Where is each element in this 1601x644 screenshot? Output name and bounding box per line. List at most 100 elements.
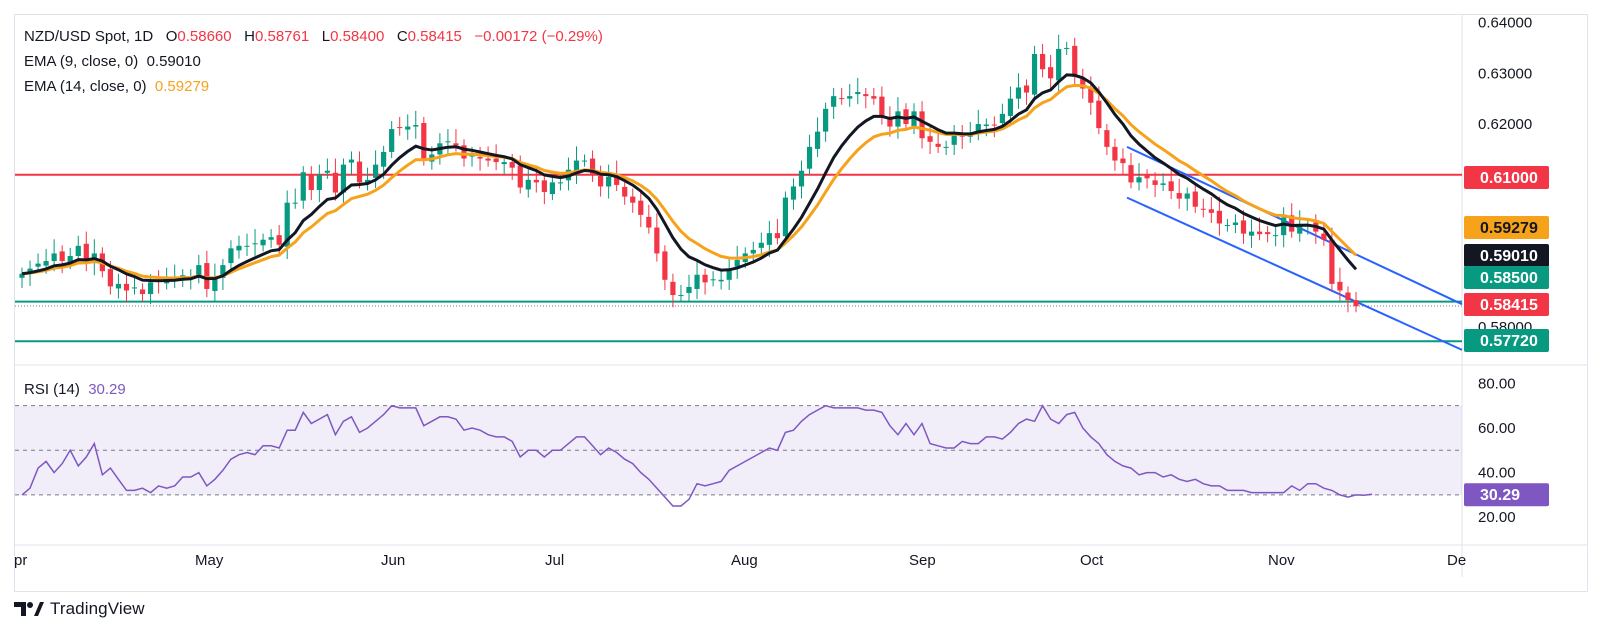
candle-body <box>1023 85 1030 93</box>
candle-body <box>1265 232 1271 235</box>
candle-body <box>814 131 821 149</box>
rsi-legend[interactable]: RSI (14) 30.29 <box>24 381 126 398</box>
time-axis-label: May <box>195 552 224 569</box>
badge-support-2-bg <box>1464 329 1549 352</box>
candle-body <box>324 170 330 173</box>
candle-body <box>734 260 740 267</box>
high-label: H <box>244 28 255 45</box>
badge-ema9-bg <box>1464 244 1549 267</box>
candle-body <box>268 237 274 240</box>
candle-body <box>1104 130 1110 147</box>
candle-body <box>935 143 941 147</box>
candle-body <box>887 118 893 127</box>
candle-body <box>1224 225 1231 227</box>
rsi-label: RSI (14) <box>24 381 80 398</box>
candle-body <box>541 180 547 193</box>
candle-body <box>750 249 756 254</box>
price-tick-label: 0.62000 <box>1478 116 1532 133</box>
candle-body <box>654 227 660 254</box>
candle-body <box>1256 231 1263 235</box>
candle-body <box>1289 215 1295 232</box>
candle-body <box>782 197 789 237</box>
close-value: 0.58415 <box>407 28 462 45</box>
time-axis-label: Jul <box>545 552 564 569</box>
candle-body <box>372 164 379 178</box>
candle-body <box>533 179 539 183</box>
badge-last-price: 0.58415 <box>1480 297 1538 314</box>
candle-body <box>405 126 411 130</box>
time-axis-label: Oct <box>1080 552 1104 569</box>
close-label: C <box>396 28 408 45</box>
candle-body <box>51 253 57 262</box>
candle-body <box>1031 54 1038 95</box>
candle-body <box>59 251 65 262</box>
candle-body <box>1281 217 1287 236</box>
candle-body <box>1152 180 1158 185</box>
candle-body <box>573 160 580 172</box>
candle-body <box>75 245 81 256</box>
candle-body <box>927 136 933 142</box>
candle-body <box>1337 281 1343 291</box>
time-axis-label: pr <box>14 552 27 569</box>
open-label: O <box>165 28 178 45</box>
candle-body <box>943 146 949 148</box>
candle-body <box>630 196 636 203</box>
candle-body <box>678 295 684 297</box>
candle-body <box>1056 48 1062 81</box>
badge-resistance: 0.61000 <box>1480 170 1538 187</box>
candle-body <box>1015 87 1022 99</box>
candle-body <box>1184 193 1190 199</box>
symbol-label[interactable]: NZD/USD Spot, 1D <box>24 28 154 45</box>
candle-body <box>445 141 451 143</box>
candle-body <box>340 164 347 193</box>
ema9-legend[interactable]: EMA (9, close, 0) 0.59010 <box>24 53 201 70</box>
candle-body <box>774 233 780 239</box>
candle-body <box>356 161 363 183</box>
candle-body <box>236 245 242 251</box>
time-axis-label: Sep <box>909 552 936 569</box>
candle-body <box>790 186 797 200</box>
candle-body <box>598 175 604 187</box>
candle-body <box>863 94 869 97</box>
candle-body <box>43 261 49 266</box>
candle-body <box>758 242 764 248</box>
candle-body <box>670 281 676 296</box>
tradingview-logo[interactable]: TradingView <box>14 597 145 621</box>
candle-body <box>1200 208 1206 210</box>
candle-body <box>999 113 1006 124</box>
ema14-label: EMA (14, close, 0) <box>24 78 147 95</box>
candle-body <box>397 127 403 129</box>
candle-body <box>477 157 483 159</box>
ema14-legend[interactable]: EMA (14, close, 0) 0.59279 <box>24 78 209 95</box>
channel-lower-line <box>1126 196 1463 351</box>
candle-body <box>453 143 459 146</box>
candle-body <box>1329 239 1335 284</box>
candle-body <box>485 158 491 161</box>
candle-body <box>1144 175 1150 179</box>
candle-body <box>364 179 371 183</box>
candle-body <box>131 287 138 289</box>
candle-body <box>389 129 395 152</box>
badge-support-2: 0.57720 <box>1480 333 1538 350</box>
badge-ema9: 0.59010 <box>1480 248 1538 265</box>
candle-body <box>83 243 89 262</box>
candle-body <box>903 109 909 125</box>
candle-body <box>726 268 732 280</box>
candle-body <box>1240 220 1247 234</box>
tradingview-wordmark: TradingView <box>50 599 145 618</box>
chart-frame <box>14 14 1588 592</box>
candle-body <box>509 162 515 168</box>
candle-body <box>839 98 845 100</box>
candle-body <box>766 233 772 245</box>
candle-body <box>1048 67 1054 79</box>
badge-rsi-bg <box>1464 483 1549 507</box>
candle-body <box>461 145 467 159</box>
badge-rsi: 30.29 <box>1480 487 1520 504</box>
low-label: L <box>321 28 331 45</box>
candle-body <box>718 279 724 282</box>
time-axis-label: De <box>1447 552 1466 569</box>
time-axis-label: Nov <box>1268 552 1295 569</box>
ohlc-legend: NZD/USD Spot, 1D O0.58660 H0.58761 L0.58… <box>24 28 603 45</box>
badge-last-price-bg <box>1464 293 1549 316</box>
